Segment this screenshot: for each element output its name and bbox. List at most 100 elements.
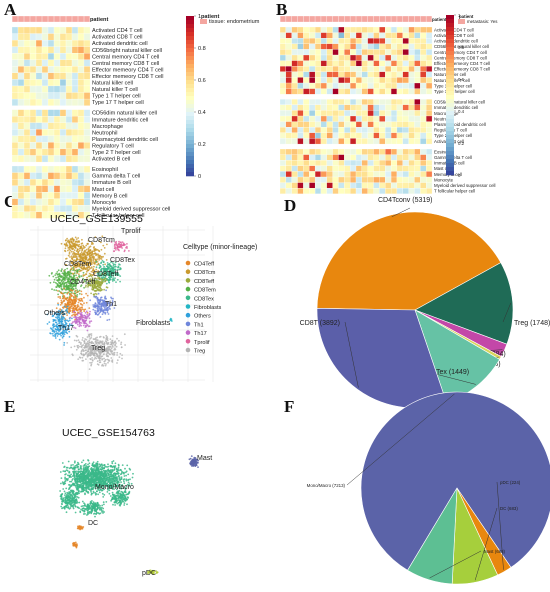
heatmap-cell xyxy=(17,178,25,186)
heatmap-cell xyxy=(303,26,310,33)
umap-point xyxy=(110,296,112,299)
heatmap-cell xyxy=(303,49,310,56)
heatmap-cell xyxy=(83,116,91,123)
heatmap-cell xyxy=(23,26,31,34)
heatmap-cell xyxy=(23,46,31,54)
umap-point xyxy=(89,274,92,277)
heatmap-cell xyxy=(291,88,298,95)
umap-point xyxy=(73,263,75,266)
umap-point xyxy=(92,472,95,475)
umap-point xyxy=(63,465,66,468)
umap-point xyxy=(74,269,77,272)
heatmap-cell xyxy=(47,178,55,186)
heatmap-cell xyxy=(17,109,25,117)
heatmap-cell xyxy=(23,148,31,156)
umap-point xyxy=(114,247,117,250)
umap-point xyxy=(81,319,84,322)
heatmap-row-label: Gamma delta T cell xyxy=(92,174,140,180)
heatmap-cell xyxy=(396,71,403,78)
umap-point xyxy=(75,339,78,342)
umap-point xyxy=(80,346,83,349)
umap-point xyxy=(117,265,120,268)
umap-point xyxy=(99,303,102,306)
umap-point xyxy=(99,254,101,257)
umap-point xyxy=(79,345,81,348)
umap-point xyxy=(60,292,63,295)
heatmap-cell xyxy=(379,26,386,33)
umap-point xyxy=(104,364,107,367)
heatmap-cell xyxy=(402,171,409,178)
heatmap-row-label: Immature dendritic cell xyxy=(434,105,478,110)
heatmap-cell xyxy=(297,182,304,189)
legend-label: CD8Tcm xyxy=(194,270,216,276)
umap-point xyxy=(113,466,116,469)
heatmap-cell xyxy=(29,185,37,193)
heatmap-cell xyxy=(332,154,339,161)
umap-point xyxy=(113,272,116,275)
heatmap-cell xyxy=(385,110,392,117)
heatmap-cell xyxy=(71,192,79,199)
heatmap-cell xyxy=(338,71,345,78)
heatmap-cell xyxy=(279,188,287,194)
umap-point xyxy=(85,292,87,295)
heatmap-cell xyxy=(332,71,339,78)
heatmap-cell xyxy=(408,82,415,89)
umap-point xyxy=(69,249,72,252)
umap-point xyxy=(60,242,63,245)
heatmap-cell xyxy=(402,60,409,67)
umap-point xyxy=(97,364,100,366)
heatmap-cell xyxy=(279,99,287,105)
umap-point xyxy=(103,265,105,268)
heatmap-cell xyxy=(297,88,304,95)
heatmap-cell xyxy=(414,160,421,166)
umap-point xyxy=(72,269,74,272)
heatmap-cell xyxy=(23,109,31,117)
heatmap-cell xyxy=(291,132,298,139)
heatmap-cell xyxy=(390,104,398,111)
heatmap-cell xyxy=(17,211,25,219)
heatmap-cell xyxy=(65,135,73,143)
umap-point xyxy=(81,242,84,245)
umap-point xyxy=(113,351,116,354)
umap-point xyxy=(82,350,85,353)
heatmap-cell xyxy=(367,82,374,89)
umap-point xyxy=(90,263,92,265)
umap-point xyxy=(114,347,116,350)
heatmap-cell xyxy=(279,77,287,84)
heatmap-cell xyxy=(338,115,345,122)
heatmap-cell xyxy=(332,171,339,178)
umap-point xyxy=(91,261,93,264)
heatmap-cell xyxy=(303,71,310,78)
umap-point xyxy=(76,243,78,246)
umap-point xyxy=(77,252,79,254)
heatmap-cell xyxy=(303,182,310,189)
umap-point xyxy=(105,297,107,300)
heatmap-cell xyxy=(402,188,409,194)
heatmap-cell xyxy=(53,129,61,136)
heatmap-cell xyxy=(426,88,433,95)
heatmap-cell xyxy=(320,71,327,78)
heatmap-cell xyxy=(379,71,386,78)
umap-point xyxy=(97,249,100,252)
umap-point xyxy=(71,475,74,477)
umap-point xyxy=(94,311,96,314)
umap-point xyxy=(75,287,77,290)
heatmap-cell xyxy=(326,138,333,145)
umap-point xyxy=(91,492,93,495)
umap-point xyxy=(102,275,105,277)
umap-point xyxy=(95,340,97,343)
umap-point xyxy=(118,240,120,243)
umap-point xyxy=(97,313,100,316)
heatmap-cell xyxy=(426,132,433,139)
heatmap-cell xyxy=(414,32,421,39)
heatmap-cell xyxy=(47,46,55,54)
umap-point xyxy=(65,273,68,275)
heatmap-cell xyxy=(291,99,298,105)
umap-point xyxy=(123,480,125,483)
heatmap-cell xyxy=(35,116,43,123)
umap-point xyxy=(84,261,86,263)
heatmap-cell xyxy=(83,92,91,100)
heatmap-cell xyxy=(414,138,421,145)
heatmap-cell xyxy=(385,176,392,183)
heatmap-cell xyxy=(344,110,351,117)
